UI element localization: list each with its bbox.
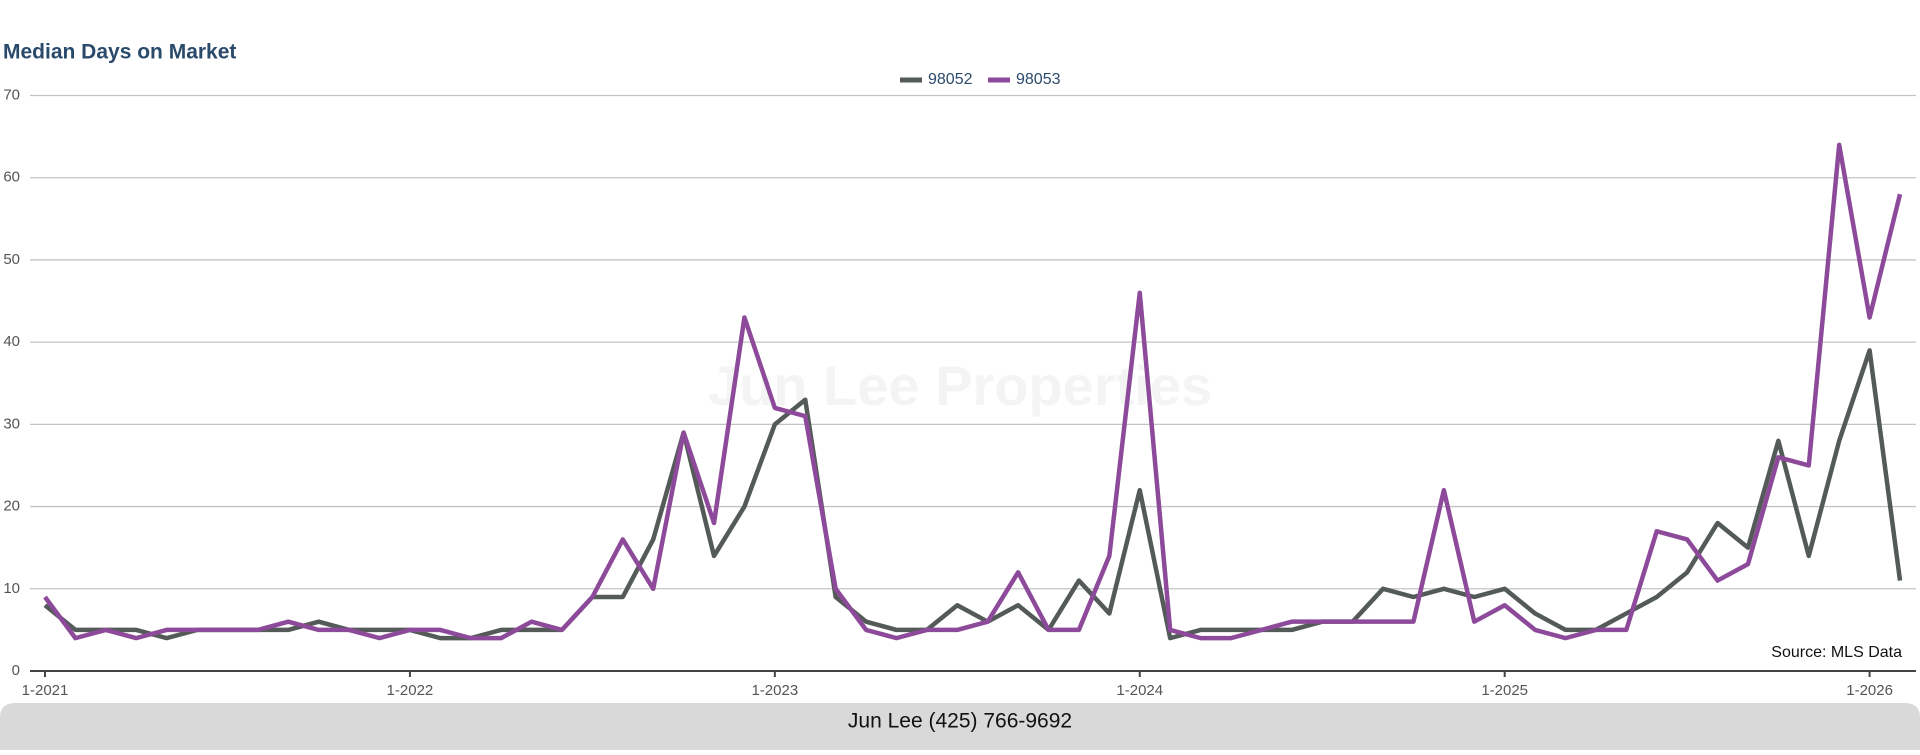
footer: Jun Lee (425) 766-9692 [848, 710, 1072, 733]
y-tick-label: 20 [3, 498, 20, 515]
x-tick-label: 1-2025 [1481, 682, 1528, 699]
series-line [43, 142, 1903, 641]
x-tick-label: 1-2021 [22, 682, 69, 699]
y-tick-label: 60 [3, 169, 20, 186]
x-tick-label: 1-2024 [1116, 682, 1163, 699]
x-tick-label: 1-2023 [751, 682, 798, 699]
y-tick-label: 10 [3, 580, 20, 597]
x-tick-label: 1-2026 [1846, 682, 1893, 699]
footer-bar [0, 703, 1920, 750]
legend-label: 98053 [1016, 71, 1061, 88]
source: Source: MLS Data [1771, 644, 1902, 661]
y-tick-label: 50 [3, 251, 20, 268]
x-tick-label: 1-2022 [387, 682, 434, 699]
chart-title: Median Days on Market [3, 41, 236, 64]
y-tick-label: 30 [3, 415, 20, 432]
y-tick-label: 40 [3, 333, 20, 350]
y-tick-label: 0 [12, 662, 20, 679]
legend-label: 98052 [928, 71, 973, 88]
y-tick-label: 70 [3, 86, 20, 103]
watermark: Jun Lee Properties [708, 354, 1212, 417]
